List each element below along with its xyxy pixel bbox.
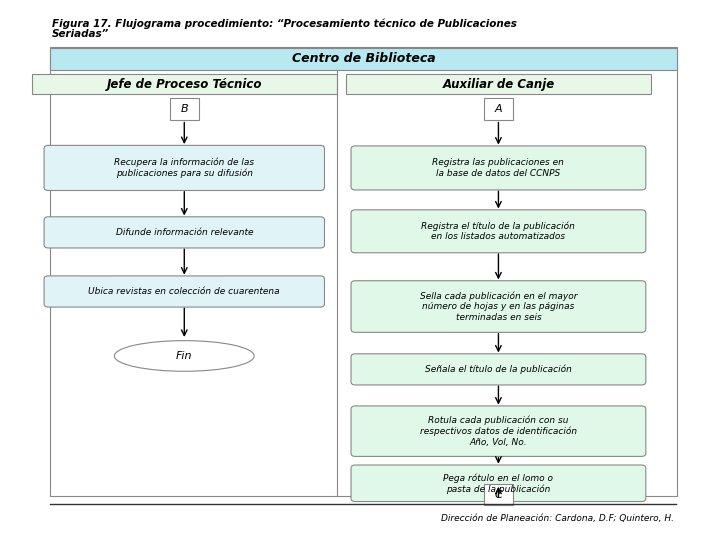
Text: C: C [495,490,503,500]
FancyBboxPatch shape [44,276,325,307]
Text: Seriadas”: Seriadas” [52,29,109,39]
Text: Difunde información relevante: Difunde información relevante [115,228,253,237]
Text: Jefe de Proceso Técnico: Jefe de Proceso Técnico [107,78,262,91]
Text: B: B [181,104,188,114]
Text: Registra las publicaciones en
la base de datos del CCNPS: Registra las publicaciones en la base de… [433,158,564,178]
Text: Señala el título de la publicación: Señala el título de la publicación [425,364,572,374]
FancyBboxPatch shape [351,281,646,332]
Text: Recupera la información de las
publicaciones para su difusión: Recupera la información de las publicaci… [114,158,254,178]
FancyBboxPatch shape [351,406,646,456]
Text: Auxiliar de Canje: Auxiliar de Canje [442,78,554,91]
Text: Pega rótulo en el lomo o
pasta de la publicación: Pega rótulo en el lomo o pasta de la pub… [444,473,554,494]
Text: Centro de Biblioteca: Centro de Biblioteca [292,52,436,65]
Text: Registra el título de la publicación
en los listados automatizados: Registra el título de la publicación en … [421,221,575,241]
Bar [50,48,678,70]
Text: A: A [495,104,503,114]
FancyBboxPatch shape [484,484,513,505]
Text: Sella cada publicación en el mayor
número de hojas y en las páginas
terminadas e: Sella cada publicación en el mayor númer… [420,292,577,322]
Ellipse shape [114,341,254,372]
Bar [346,74,651,94]
FancyBboxPatch shape [44,217,325,248]
FancyBboxPatch shape [351,210,646,253]
FancyBboxPatch shape [170,98,199,119]
FancyBboxPatch shape [351,465,646,502]
FancyBboxPatch shape [44,145,325,191]
FancyBboxPatch shape [351,146,646,190]
Bar [32,74,337,94]
Text: Fin: Fin [176,351,192,361]
FancyBboxPatch shape [351,354,646,385]
Bar [50,46,678,496]
Text: Figura 17. Flujograma procedimiento: “Procesamiento técnico de Publicaciones: Figura 17. Flujograma procedimiento: “Pr… [52,18,516,29]
FancyBboxPatch shape [484,98,513,119]
Text: Dirección de Planeación: Cardona, D.F; Quintero, H.: Dirección de Planeación: Cardona, D.F; Q… [441,514,674,523]
Text: Ubica revistas en colección de cuarentena: Ubica revistas en colección de cuarenten… [89,287,280,296]
Text: Rotula cada publicación con su
respectivos datos de identificación
Año, Vol, No.: Rotula cada publicación con su respectiv… [420,416,577,447]
